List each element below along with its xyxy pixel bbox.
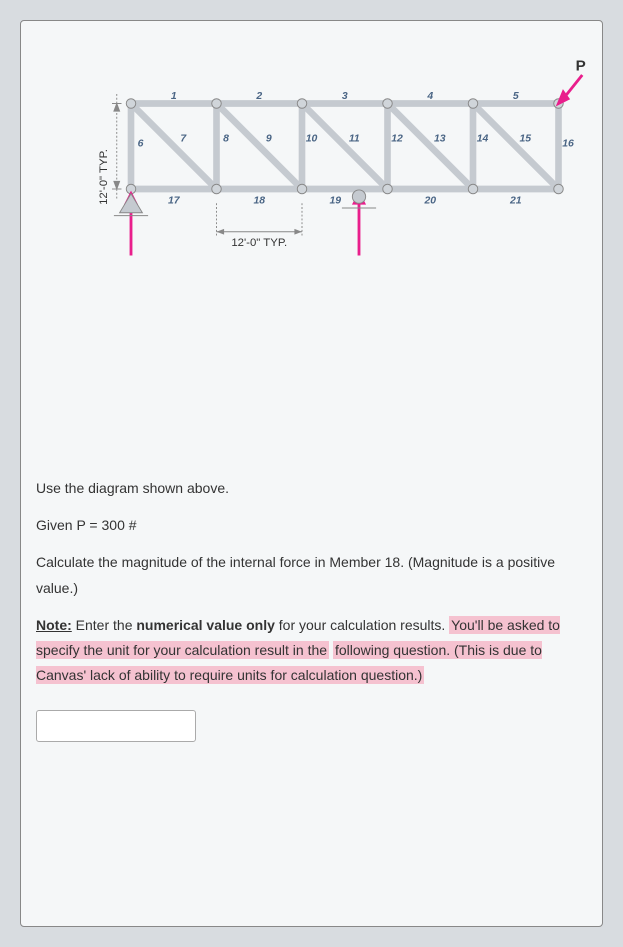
- label-13: 13: [434, 134, 446, 145]
- label-6: 6: [138, 138, 144, 149]
- given-value: Given P = 300 #: [36, 513, 587, 538]
- member-11: [302, 104, 388, 190]
- problem-text: Use the diagram shown above. Given P = 3…: [36, 476, 587, 742]
- label-5: 5: [513, 91, 519, 102]
- label-7: 7: [180, 134, 187, 145]
- label-9: 9: [266, 134, 272, 145]
- label-20: 20: [423, 195, 436, 206]
- instruction-use-diagram: Use the diagram shown above.: [36, 476, 587, 501]
- member-15: [473, 104, 559, 190]
- note-bold: numerical value only: [136, 617, 275, 633]
- member-7: [131, 104, 217, 190]
- load-label: P: [576, 57, 586, 74]
- note-text-1: Enter the: [72, 617, 137, 633]
- label-10: 10: [306, 134, 318, 145]
- label-12: 12: [391, 134, 403, 145]
- label-21: 21: [509, 195, 522, 206]
- label-16: 16: [562, 138, 574, 149]
- dimension-bottom: 12'-0" TYP.: [217, 203, 303, 249]
- label-18: 18: [253, 195, 265, 206]
- note-line: Note: Enter the numerical value only for…: [36, 613, 587, 689]
- calculate-instruction: Calculate the magnitude of the internal …: [36, 550, 587, 600]
- label-15: 15: [519, 134, 531, 145]
- note-prefix: Note:: [36, 617, 72, 633]
- dimension-top: 12'-0" TYP.: [98, 94, 121, 205]
- label-8: 8: [223, 134, 229, 145]
- answer-input[interactable]: [36, 710, 196, 742]
- label-11: 11: [349, 134, 360, 145]
- member-9: [217, 104, 303, 190]
- page-container: 12'-0" TYP.: [20, 20, 603, 927]
- dim-horizontal-text: 12'-0" TYP.: [231, 237, 287, 249]
- note-text-1b: for your calculation results.: [275, 617, 449, 633]
- truss-svg: 12'-0" TYP.: [36, 36, 587, 456]
- dim-vertical-text: 12'-0" TYP.: [98, 149, 110, 205]
- label-3: 3: [342, 91, 348, 102]
- truss-diagram: 12'-0" TYP.: [36, 36, 587, 456]
- label-2: 2: [255, 91, 262, 102]
- load-arrow: P: [559, 57, 586, 103]
- label-4: 4: [426, 91, 433, 102]
- label-1: 1: [171, 91, 177, 102]
- label-19: 19: [329, 195, 341, 206]
- member-13: [388, 104, 474, 190]
- support-pin: [114, 194, 148, 256]
- label-14: 14: [477, 134, 489, 145]
- support-roller: [342, 190, 376, 256]
- label-17: 17: [168, 195, 181, 206]
